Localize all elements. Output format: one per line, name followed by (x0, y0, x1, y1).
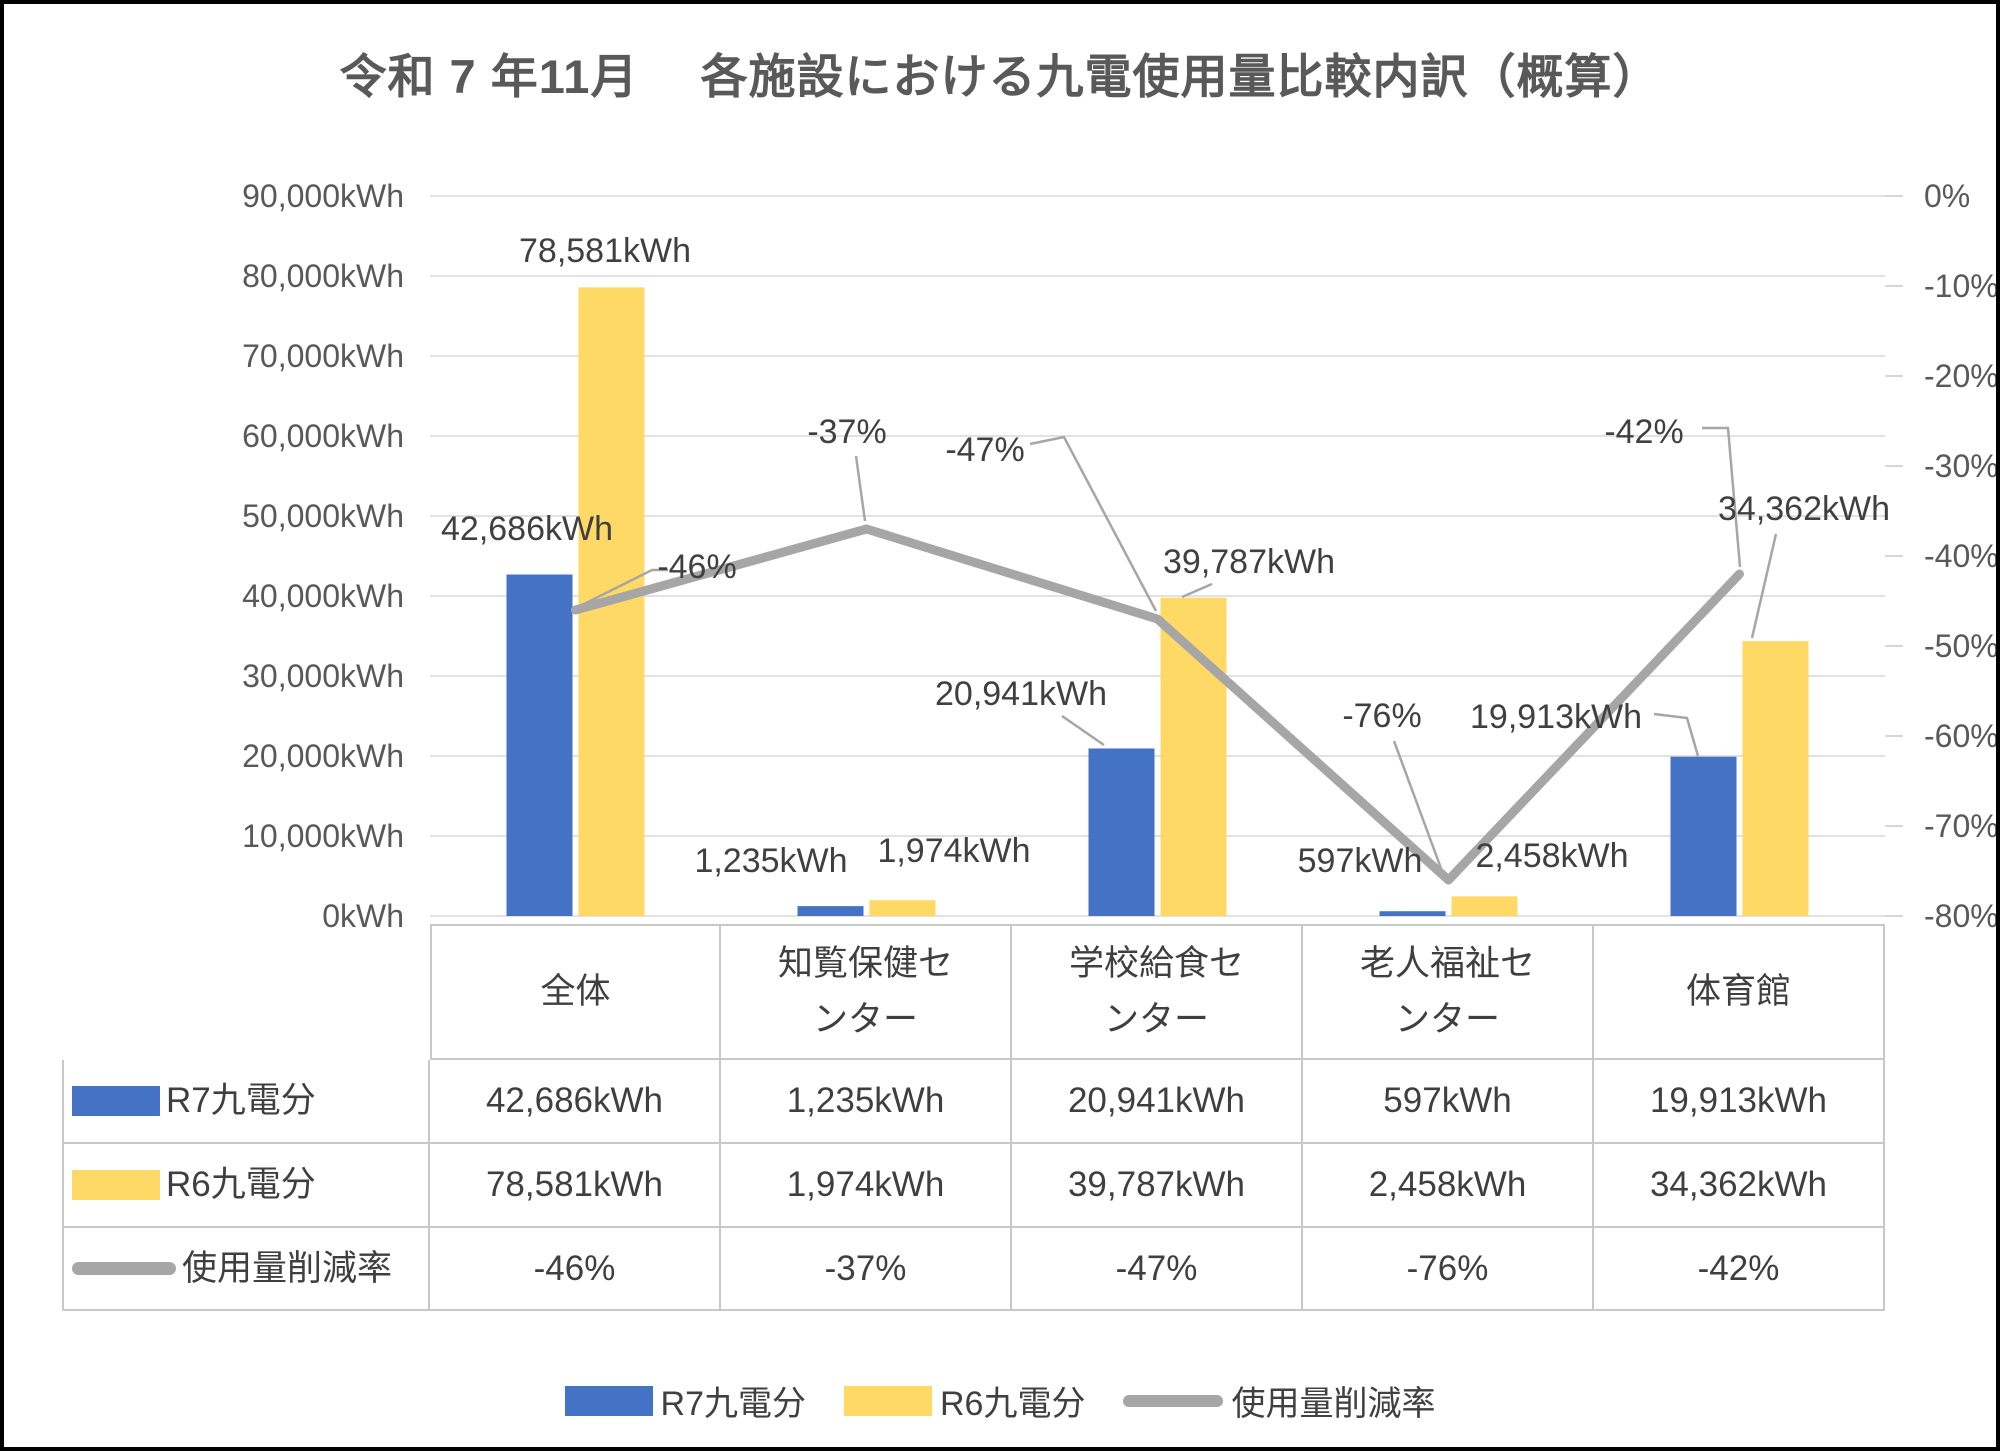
bar-r6-4 (1742, 641, 1809, 916)
leader-line (1392, 740, 1444, 872)
table-cell-r6-fukushi: 2,458kWh (1303, 1144, 1594, 1228)
table-rowlabel-r6: R6九電分 (62, 1144, 430, 1228)
data-label-使用量削減率-1: -37% (807, 413, 887, 451)
table-cell-r6-zentai: 78,581kWh (430, 1144, 721, 1228)
table-cell-r7-fukushi: 597kWh (1303, 1060, 1594, 1144)
reduction-rate-line (571, 524, 1744, 885)
table-rowlabel-reduction-rate: 使用量削減率 (62, 1228, 430, 1311)
bar-r7-3 (1379, 911, 1446, 916)
left-axis-label-1: 80,000kWh (242, 258, 404, 294)
right-axis-label-0: 0% (1924, 178, 1971, 214)
left-axis-label-3: 60,000kWh (242, 418, 404, 454)
leader-line (1029, 435, 1158, 612)
legend-reduction-line-swatch (1123, 1394, 1224, 1407)
legend-r6-yellow-swatch (844, 1385, 932, 1416)
data-label-R7九電分-4: 19,913kWh (1470, 698, 1642, 736)
data-label-R6九電分-4: 34,362kWh (1718, 490, 1890, 528)
right-axis-label-7: -70% (1924, 808, 1999, 844)
data-label-使用量削減率-2: -47% (945, 431, 1025, 469)
bar-r6-1 (869, 900, 936, 916)
data-label-R7九電分-3: 597kWh (1297, 842, 1423, 880)
table-header-chiran-hoken-center: 知覧保健セ ンター (721, 924, 1012, 1060)
right-axis-label-6: -60% (1924, 718, 1999, 754)
data-label-R6九電分-1: 1,974kWh (877, 832, 1031, 870)
right-axis-label-4: -40% (1924, 538, 1999, 574)
table-cell-rate-fukushi: -76% (1303, 1228, 1594, 1311)
legend-item-r7: R7九電分 (564, 1376, 806, 1425)
right-axis-label-8: -80% (1924, 898, 1999, 934)
left-axis-label-7: 20,000kWh (242, 738, 404, 774)
data-label-R7九電分-1: 1,235kWh (694, 842, 848, 880)
r6-yellow-swatch (72, 1170, 160, 1200)
bar-r7-2 (1088, 748, 1155, 916)
data-label-R7九電分-0: 42,686kWh (441, 510, 613, 548)
legend-r7-blue-swatch (564, 1385, 653, 1416)
table-cell-r7-chiran: 1,235kWh (721, 1060, 1012, 1144)
leader-line (579, 568, 668, 608)
table-cell-rate-taiikukan: -42% (1594, 1228, 1885, 1311)
reduction-line-swatch (72, 1262, 176, 1275)
data-label-R6九電分-3: 2,458kWh (1475, 837, 1629, 875)
leader-line (1061, 714, 1105, 747)
left-axis-label-4: 50,000kWh (242, 498, 404, 534)
data-table: 全体 知覧保健セ ンター 学校給食セ ンター 老人福祉セ ンター 体育館 R7九… (62, 924, 1885, 1311)
table-cell-r7-taiikukan: 19,913kWh (1594, 1060, 1885, 1144)
legend: R7九電分 R6九電分 使用量削減率 (4, 1376, 1996, 1425)
bar-r7-4 (1670, 756, 1737, 916)
table-header-taiikukan: 体育館 (1594, 924, 1885, 1060)
left-axis-label-2: 70,000kWh (242, 338, 404, 374)
data-label-R6九電分-0: 78,581kWh (519, 232, 691, 270)
table-cell-rate-zentai: -46% (430, 1228, 721, 1311)
table-cell-rate-kyushoku: -47% (1012, 1228, 1303, 1311)
table-cell-r6-taiikukan: 34,362kWh (1594, 1144, 1885, 1228)
data-label-使用量削減率-3: -76% (1342, 697, 1422, 735)
table-rowlabel-r7: R7九電分 (62, 1060, 430, 1144)
chart-title: 令和 7 年11月 各施設における九電使用量比較内訳（概算） (339, 50, 1661, 103)
right-axis-label-3: -30% (1924, 448, 1999, 484)
left-axis-label-6: 30,000kWh (242, 658, 404, 694)
left-axis-label-8: 10,000kWh (242, 818, 404, 854)
table-header-gakko-kyushoku-center: 学校給食セ ンター (1012, 924, 1303, 1060)
legend-item-reduction-rate: 使用量削減率 (1123, 1376, 1435, 1425)
table-corner-blank (62, 924, 430, 1060)
leader-line (1750, 533, 1778, 639)
legend-item-r6: R6九電分 (844, 1376, 1085, 1425)
right-axis-label-5: -50% (1924, 628, 1999, 664)
left-axis-label-0: 90,000kWh (242, 178, 404, 214)
data-label-R6九電分-2: 39,787kWh (1163, 543, 1335, 581)
leader-line (1653, 712, 1700, 757)
bar-r7-1 (797, 906, 864, 916)
bar-r7-0 (506, 574, 573, 916)
plot-area (430, 195, 1903, 917)
data-label-使用量削減率-4: -42% (1604, 413, 1684, 451)
data-label-使用量削減率-0: -46% (657, 548, 737, 586)
leader-line (854, 455, 867, 522)
left-axis-label-5: 40,000kWh (242, 578, 404, 614)
table-cell-r7-zentai: 42,686kWh (430, 1060, 721, 1144)
table-cell-r6-chiran: 1,974kWh (721, 1144, 1012, 1228)
table-cell-r7-kyushoku: 20,941kWh (1012, 1060, 1303, 1144)
table-cell-rate-chiran: -37% (721, 1228, 1012, 1311)
leader-line (1181, 582, 1213, 599)
data-label-R7九電分-2: 20,941kWh (935, 675, 1107, 713)
table-cell-r6-kyushoku: 39,787kWh (1012, 1144, 1303, 1228)
table-header-zentai: 全体 (430, 924, 721, 1060)
table-header-rojin-fukushi-center: 老人福祉セ ンター (1303, 924, 1594, 1060)
r7-blue-swatch (72, 1086, 160, 1116)
bar-r6-3 (1451, 896, 1518, 916)
left-axis-label-9: 0kWh (322, 898, 404, 934)
right-axis-label-2: -20% (1924, 358, 1999, 394)
leader-line (1702, 426, 1742, 568)
right-axis-label-1: -10% (1924, 268, 1999, 304)
